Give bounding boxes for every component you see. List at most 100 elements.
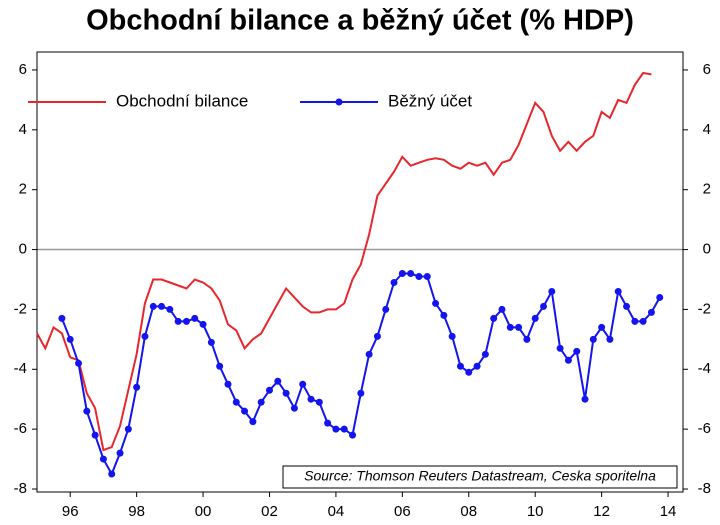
legend-marker: [335, 98, 343, 106]
series-marker: [589, 335, 597, 343]
series-marker: [440, 311, 448, 319]
x-tick-label: 12: [593, 503, 610, 520]
series-marker: [631, 317, 639, 325]
y-tick-label: 2: [19, 181, 27, 198]
series-marker: [241, 407, 249, 415]
series-marker: [108, 470, 116, 478]
series-marker: [581, 395, 589, 403]
series-marker: [282, 389, 290, 397]
y2-tick-label: 2: [703, 181, 711, 198]
series-marker: [349, 431, 357, 439]
series-marker: [357, 389, 365, 397]
series-marker: [340, 425, 348, 433]
y2-tick-label: -6: [698, 420, 711, 437]
y2-tick-label: 0: [703, 241, 711, 258]
series-marker: [382, 305, 390, 313]
y-tick-label: -4: [14, 360, 27, 377]
annotation: Source: Thomson Reuters Datastream, Cesk…: [304, 468, 656, 484]
series-marker: [249, 418, 257, 426]
legend-label: Běžný účet: [388, 91, 472, 110]
series-marker: [564, 356, 572, 364]
series-marker: [556, 344, 564, 352]
series-marker: [490, 314, 498, 322]
series-marker: [656, 293, 664, 301]
x-tick-label: 10: [527, 503, 544, 520]
series-marker: [158, 302, 166, 310]
series-marker: [415, 272, 423, 280]
series-marker: [290, 404, 298, 412]
y-tick-label: -8: [14, 480, 27, 497]
x-tick-label: 04: [328, 503, 345, 520]
series-marker: [540, 302, 548, 310]
series-marker: [647, 308, 655, 316]
series-marker: [265, 386, 273, 394]
series-marker: [548, 287, 556, 295]
series-marker: [232, 398, 240, 406]
series-marker: [515, 323, 523, 331]
y-tick-label: 6: [19, 61, 27, 78]
series-marker: [456, 362, 464, 370]
y2-tick-label: 6: [703, 61, 711, 78]
series-marker: [182, 317, 190, 325]
x-tick-label: 14: [660, 503, 677, 520]
series-marker: [373, 332, 381, 340]
series-marker: [606, 335, 614, 343]
series-marker: [448, 332, 456, 340]
series-line: [36, 71, 652, 452]
x-tick-label: 00: [195, 503, 212, 520]
series-marker: [465, 368, 473, 376]
series-marker: [257, 398, 265, 406]
y-tick-label: 0: [19, 241, 27, 258]
y2-tick-label: -4: [698, 360, 711, 377]
series-marker: [166, 305, 174, 313]
series-marker: [307, 395, 315, 403]
series-marker: [523, 335, 531, 343]
series-marker: [506, 323, 514, 331]
series-marker: [91, 431, 99, 439]
series-marker: [149, 302, 157, 310]
legend-label: Obchodní bilance: [116, 91, 248, 110]
annotation-box: [282, 465, 678, 489]
series-marker: [199, 320, 207, 328]
x-tick-label: 06: [394, 503, 411, 520]
chart-title: Obchodní bilance a běžný účet (% HDP): [86, 5, 634, 37]
y2-tick-label: -8: [698, 480, 711, 497]
series-marker: [473, 362, 481, 370]
series-marker: [224, 380, 232, 388]
series-marker: [407, 269, 415, 277]
series-marker: [365, 350, 373, 358]
x-tick-label: 98: [128, 503, 145, 520]
series-marker: [83, 407, 91, 415]
series-marker: [324, 419, 332, 427]
series-marker: [432, 299, 440, 307]
x-tick-label: 02: [261, 503, 278, 520]
series-marker: [191, 314, 199, 322]
y2-tick-label: 4: [703, 121, 711, 138]
series-marker: [573, 347, 581, 355]
series-marker: [66, 335, 74, 343]
x-tick-label: 08: [460, 503, 477, 520]
x-tick-label: 96: [62, 503, 79, 520]
series-marker: [423, 272, 431, 280]
series-marker: [623, 302, 631, 310]
series-marker: [390, 278, 398, 286]
y-tick-label: -2: [14, 300, 27, 317]
series-marker: [531, 314, 539, 322]
series-marker: [598, 323, 606, 331]
series-marker: [116, 449, 124, 457]
series-marker: [216, 362, 224, 370]
series-marker: [207, 338, 215, 346]
series-marker: [614, 287, 622, 295]
series-marker: [481, 350, 489, 358]
series-marker: [75, 359, 83, 367]
series-marker: [315, 398, 323, 406]
plot-frame: [36, 51, 684, 493]
series-marker: [274, 377, 282, 385]
series-marker: [141, 332, 149, 340]
series-marker: [124, 425, 132, 433]
y-tick-label: -6: [14, 420, 27, 437]
series-marker: [133, 383, 141, 391]
series-marker: [58, 314, 66, 322]
series-marker: [332, 425, 340, 433]
